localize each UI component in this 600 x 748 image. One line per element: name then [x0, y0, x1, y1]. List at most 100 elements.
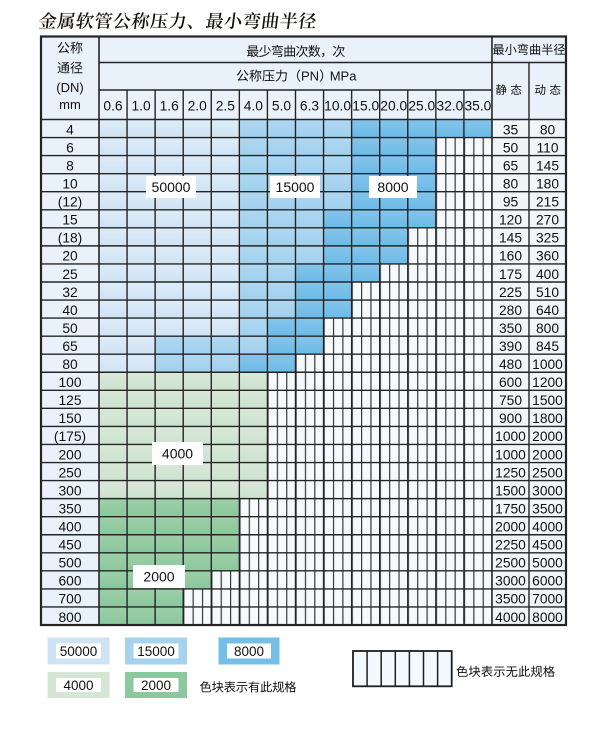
svg-text:1750: 1750 [495, 502, 526, 517]
svg-text:350: 350 [499, 321, 522, 336]
svg-text:1500: 1500 [532, 393, 563, 408]
svg-text:4000: 4000 [495, 610, 526, 625]
svg-text:5.0: 5.0 [272, 99, 292, 114]
svg-text:4000: 4000 [63, 678, 93, 693]
svg-text:8: 8 [66, 158, 74, 173]
svg-text:2500: 2500 [532, 465, 563, 480]
svg-text:3000: 3000 [532, 483, 563, 498]
svg-text:175: 175 [499, 267, 522, 282]
svg-text:1.6: 1.6 [160, 99, 180, 114]
svg-text:800: 800 [536, 321, 559, 336]
svg-text:4500: 4500 [532, 538, 563, 553]
svg-text:20: 20 [62, 249, 78, 264]
svg-text:4: 4 [66, 122, 74, 137]
svg-text:(18): (18) [58, 231, 83, 246]
svg-text:15000: 15000 [137, 644, 175, 659]
svg-text:1800: 1800 [532, 411, 563, 426]
svg-text:4000: 4000 [162, 445, 193, 461]
svg-text:50000: 50000 [60, 644, 98, 659]
svg-text:480: 480 [499, 357, 522, 372]
svg-text:80: 80 [540, 122, 556, 137]
svg-text:2000: 2000 [141, 678, 171, 693]
svg-text:2500: 2500 [495, 556, 526, 571]
svg-text:6: 6 [66, 140, 74, 155]
svg-text:600: 600 [499, 375, 522, 390]
svg-text:3500: 3500 [532, 502, 563, 517]
svg-text:280: 280 [499, 303, 522, 318]
svg-text:1000: 1000 [495, 447, 526, 462]
svg-text:450: 450 [58, 538, 81, 553]
svg-text:95: 95 [503, 195, 519, 210]
svg-text:10.0: 10.0 [324, 99, 351, 114]
svg-text:2000: 2000 [532, 447, 563, 462]
svg-text:845: 845 [536, 339, 559, 354]
svg-text:400: 400 [58, 520, 81, 535]
svg-text:8000: 8000 [234, 644, 264, 659]
svg-text:150: 150 [58, 411, 81, 426]
svg-text:900: 900 [499, 411, 522, 426]
svg-text:120: 120 [499, 213, 522, 228]
svg-text:500: 500 [58, 556, 81, 571]
svg-text:32: 32 [62, 285, 77, 300]
svg-text:270: 270 [536, 213, 559, 228]
svg-text:0.6: 0.6 [103, 99, 123, 114]
svg-text:MPa: MPa [330, 69, 358, 84]
svg-text:PN: PN [301, 69, 319, 84]
svg-text:160: 160 [499, 249, 522, 264]
svg-text:640: 640 [536, 303, 559, 318]
svg-text:1.0: 1.0 [132, 99, 152, 114]
svg-text:25.0: 25.0 [408, 99, 435, 114]
svg-text:325: 325 [536, 231, 559, 246]
svg-text:15: 15 [62, 213, 78, 228]
svg-text:(175): (175) [54, 429, 86, 444]
svg-text:6.3: 6.3 [300, 99, 320, 114]
svg-text:600: 600 [58, 574, 81, 589]
svg-text:700: 700 [58, 592, 81, 607]
svg-text:125: 125 [58, 393, 81, 408]
svg-text:4000: 4000 [532, 520, 563, 535]
svg-text:7000: 7000 [532, 592, 563, 607]
svg-text:4.0: 4.0 [244, 99, 264, 114]
svg-text:65: 65 [62, 339, 78, 354]
svg-text:2000: 2000 [532, 429, 563, 444]
svg-text:(12): (12) [58, 195, 83, 210]
svg-text:3500: 3500 [495, 592, 526, 607]
svg-text:40: 40 [62, 303, 78, 318]
svg-text:8000: 8000 [532, 610, 563, 625]
svg-text:50: 50 [503, 140, 519, 155]
svg-text:32.0: 32.0 [436, 99, 463, 114]
svg-text:2000: 2000 [495, 520, 526, 535]
svg-text:250: 250 [58, 465, 81, 480]
svg-text:1250: 1250 [495, 465, 526, 480]
svg-text:400: 400 [536, 267, 559, 282]
svg-text:5000: 5000 [532, 556, 563, 571]
svg-text:2250: 2250 [495, 538, 526, 553]
svg-text:6000: 6000 [532, 574, 563, 589]
svg-text:35: 35 [503, 122, 519, 137]
svg-text:200: 200 [58, 447, 81, 462]
svg-text:10: 10 [62, 177, 78, 192]
svg-text:225: 225 [499, 285, 522, 300]
svg-text:80: 80 [503, 177, 519, 192]
svg-text:350: 350 [58, 502, 81, 517]
svg-text:750: 750 [499, 393, 522, 408]
svg-text:800: 800 [58, 610, 81, 625]
svg-text:215: 215 [536, 195, 559, 210]
svg-text:8000: 8000 [377, 179, 408, 195]
svg-text:510: 510 [536, 285, 559, 300]
svg-text:145: 145 [536, 158, 559, 173]
svg-text:3000: 3000 [495, 574, 526, 589]
svg-text:15.0: 15.0 [352, 99, 379, 114]
svg-text:(DN): (DN) [56, 80, 83, 95]
svg-text:110: 110 [537, 140, 559, 155]
svg-text:50000: 50000 [152, 179, 191, 195]
svg-text:2.0: 2.0 [188, 99, 208, 114]
svg-text:15000: 15000 [276, 179, 315, 195]
svg-text:1000: 1000 [495, 429, 526, 444]
svg-text:145: 145 [499, 231, 522, 246]
svg-text:180: 180 [536, 177, 559, 192]
svg-text:1200: 1200 [532, 375, 563, 390]
svg-text:2.5: 2.5 [216, 99, 236, 114]
svg-text:20.0: 20.0 [380, 99, 407, 114]
svg-text:65: 65 [503, 158, 519, 173]
